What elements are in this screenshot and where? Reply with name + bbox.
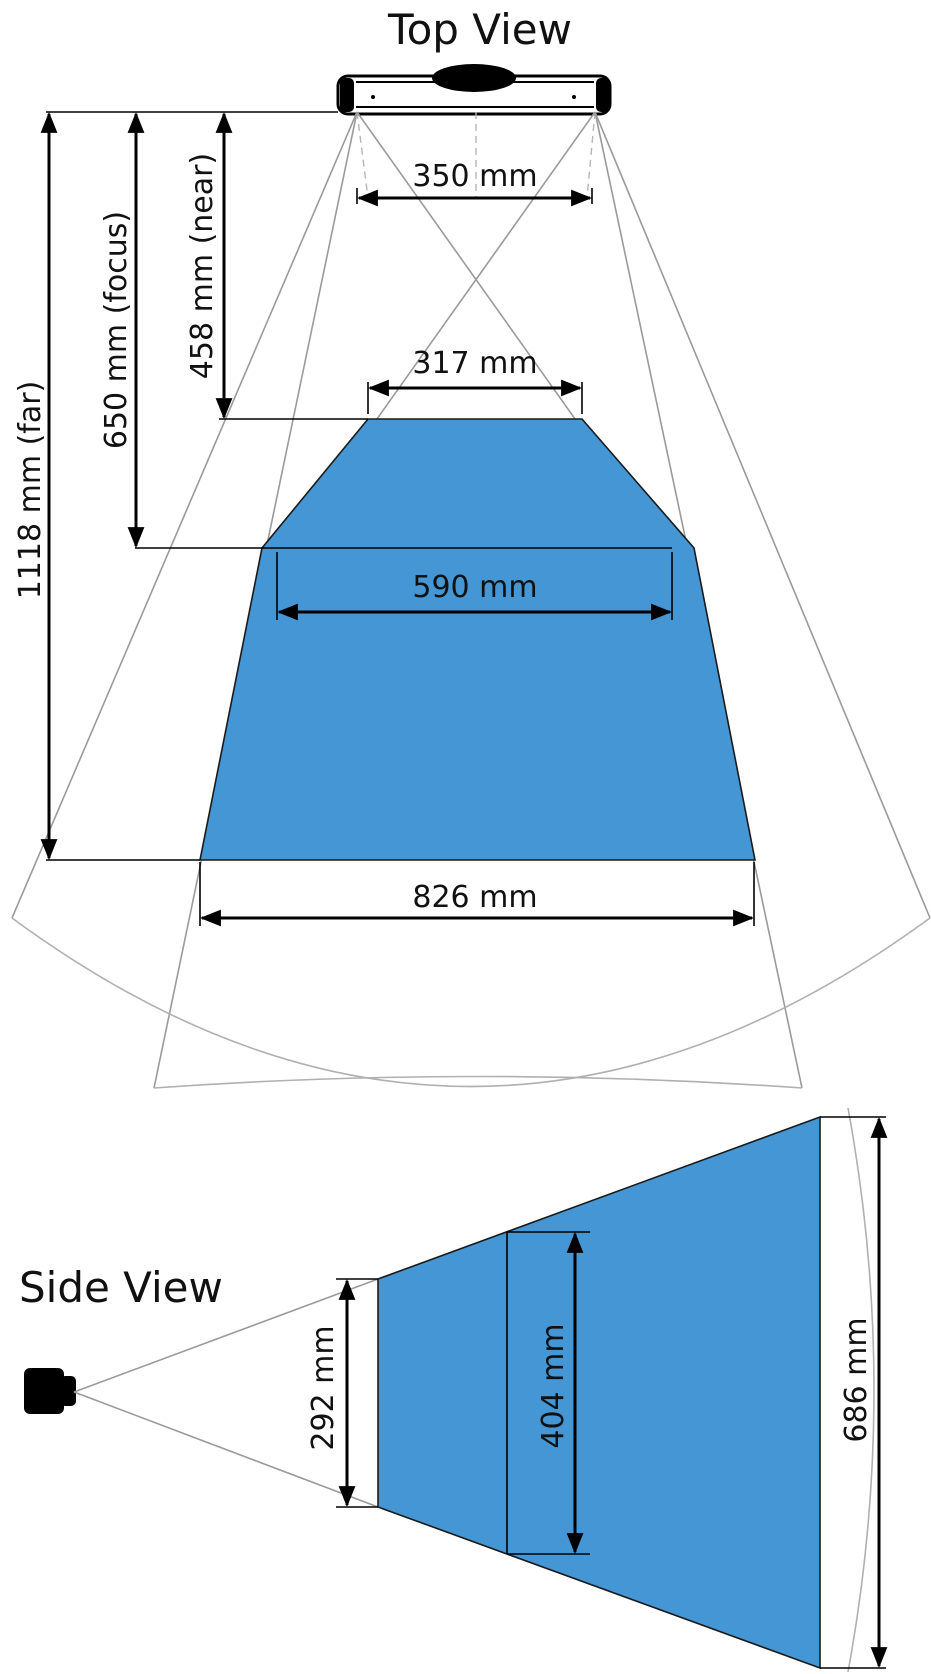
far-width-label: 826 mm bbox=[412, 880, 537, 915]
side-near-height-label: 292 mm bbox=[306, 1325, 341, 1450]
far-distance-label: 1118 mm (far) bbox=[13, 381, 48, 600]
top-view-title: Top View bbox=[387, 5, 572, 54]
near-width-label: 317 mm bbox=[412, 346, 537, 381]
side-view-title: Side View bbox=[19, 1263, 223, 1312]
sensor-width-label: 350 mm bbox=[412, 159, 537, 194]
focus-width-label: 590 mm bbox=[412, 570, 537, 605]
scanner-side-icon bbox=[24, 1368, 76, 1414]
near-distance-label: 458 mm (near) bbox=[185, 153, 220, 379]
focus-distance-label: 650 mm (focus) bbox=[99, 211, 134, 449]
side-far-height-label: 686 mm bbox=[839, 1317, 874, 1442]
side-focus-height-label: 404 mm bbox=[536, 1323, 571, 1448]
side-view-field-of-view bbox=[377, 1115, 821, 1670]
scanner-top-icon bbox=[336, 64, 612, 116]
top-view-range-arcs bbox=[11, 917, 931, 1089]
sensor-dashed-lines bbox=[356, 111, 596, 199]
side-view-ray-lines bbox=[73, 1278, 379, 1508]
top-view-field-of-view bbox=[199, 418, 756, 861]
